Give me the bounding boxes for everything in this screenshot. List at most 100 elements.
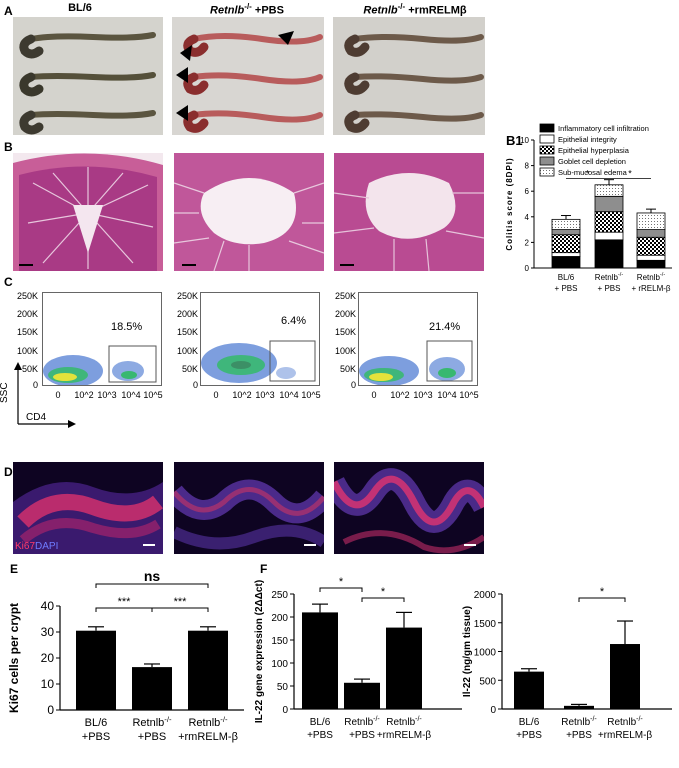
b1-legend-swatch	[539, 167, 555, 177]
b1-bar-segment	[594, 231, 624, 241]
b1-ytick-label: 6	[525, 187, 530, 196]
b1-legend-label: Goblet cell depletion	[558, 157, 626, 166]
svg-text:+PBS: +PBS	[138, 731, 166, 743]
chart-e-ytick-label: 30	[41, 625, 55, 639]
flow-xtick: 10^3	[97, 390, 116, 400]
b1-ytick-label: 4	[525, 213, 530, 222]
chart-f1-ytick-label: 200	[271, 613, 288, 624]
svg-text:+PBS: +PBS	[82, 731, 110, 743]
svg-text:200K: 200K	[335, 309, 356, 319]
panel-letter-b1: B1	[506, 133, 523, 148]
colon-photo-bl6	[13, 17, 163, 135]
chart-e-ylabel: Ki67 cells per crypt	[7, 603, 21, 713]
chart-f2-category-label: Retnlb-/- +PBS	[561, 716, 597, 741]
svg-text:100K: 100K	[335, 346, 356, 356]
flow-xtick: 10^2	[390, 390, 409, 400]
flow-percent-knockout-pbs: 6.4%	[281, 315, 307, 327]
flow-xtick: 0	[55, 390, 60, 400]
svg-text:200K: 200K	[177, 309, 198, 319]
panel-letter-b: B	[4, 140, 13, 154]
panel-letter-e: E	[10, 562, 19, 576]
svg-text:150K: 150K	[335, 327, 356, 337]
chart-f1-bar	[302, 612, 338, 709]
ki67-image-knockout-pbs	[174, 462, 324, 554]
ki67-image-knockout-rmrelm	[334, 462, 484, 554]
column-header-knockout-pbs: Retnlb-/- +PBS	[210, 2, 284, 17]
ssc-label: SSC	[0, 382, 10, 403]
chart-f2-bar	[514, 671, 544, 709]
chart-e-ytick-label: 0	[47, 703, 54, 717]
svg-text:Retnlb-/-: Retnlb-/-	[561, 716, 597, 728]
flow-ytick: 150K	[17, 327, 38, 337]
colon-specimen-image	[344, 34, 484, 133]
chart-e-significance-bracket	[95, 583, 209, 588]
flow-xtick: 10^5	[459, 390, 478, 400]
flow-xtick: 0	[371, 390, 376, 400]
flow-xtick: 10^3	[255, 390, 274, 400]
svg-text:50K: 50K	[182, 364, 198, 374]
b1-significance-label: *	[628, 168, 632, 178]
chart-e-bar	[188, 630, 228, 710]
chart-e-significance-label: ns	[144, 570, 161, 584]
arrow-right-icon	[68, 420, 76, 428]
flow-xtick: 10^4	[437, 390, 456, 400]
chart-f1-significance-label: *	[381, 586, 386, 598]
flow-plot-knockout-pbs: 6.4%	[200, 292, 320, 386]
flow-xtick: 10^4	[279, 390, 298, 400]
svg-text:BL/6: BL/6	[310, 717, 331, 728]
flow-yticks-2: 250K 200K 150K 100K 50K 0	[177, 291, 198, 390]
svg-text:Retnlb-/-: Retnlb-/-	[607, 716, 643, 728]
b1-legend-label: Epithelial hyperplasia	[558, 146, 630, 155]
b1-bar-segment	[551, 256, 581, 269]
stain-legend: Ki67DAPI	[15, 541, 59, 552]
flow-plot-group-left: 250K 200K 150K 100K 50K 0	[17, 291, 38, 390]
chart-f1-bar	[386, 627, 422, 709]
panel-letter-f: F	[260, 562, 268, 576]
chart-e-significance-label: ***	[118, 596, 132, 608]
svg-text:150K: 150K	[177, 327, 198, 337]
b1-legend-label: Inflammatory cell infiltration	[558, 124, 649, 133]
chart-f2-ytick-label: 500	[479, 676, 496, 687]
colon-photo-knockout-pbs	[172, 17, 324, 135]
chart-f1-category-label: Retnlb-/- +PBS	[344, 716, 380, 741]
flow-xtick: 10^5	[143, 390, 162, 400]
chart-f1-significance-label: *	[339, 576, 344, 588]
b1-legend-swatch	[539, 145, 555, 155]
b1-bar-segment	[636, 229, 666, 238]
flow-ytick: 100K	[17, 346, 38, 356]
chart-f2-ylabel: Il-22 (ng/gm tissue)	[462, 606, 473, 697]
flow-percent-knockout-rmrelm: 21.4%	[429, 321, 461, 333]
b1-legend-swatch	[539, 123, 555, 133]
flow-xtick: 10^4	[121, 390, 140, 400]
flow-yticks-3: 250K 200K 150K 100K 50K 0	[335, 291, 356, 390]
svg-text:Retnlb-/-: Retnlb-/-	[637, 272, 666, 282]
svg-text:+rmRELM-β: +rmRELM-β	[377, 730, 432, 741]
chart-e-significance-bracket	[95, 607, 153, 612]
svg-text:0: 0	[193, 380, 198, 390]
svg-text:Retnlb-/-: Retnlb-/-	[386, 716, 422, 728]
chart-f1-significance-bracket	[319, 587, 363, 592]
svg-text:+PBS: +PBS	[307, 730, 333, 741]
svg-text:+rmRELM-β: +rmRELM-β	[178, 731, 238, 743]
chart-e-bar	[132, 667, 172, 710]
chart-e-bar	[76, 630, 116, 710]
b1-bar-segment	[594, 184, 624, 197]
flow-percent-bl6: 18.5%	[111, 321, 143, 333]
svg-text:+rmRELM-β: +rmRELM-β	[598, 730, 653, 741]
column-header-knockout-rmrelm: Retnlb-/- +rmRELMβ	[363, 2, 467, 17]
panel-letter-c: C	[4, 275, 13, 289]
b1-ytick-label: 0	[525, 264, 530, 273]
b1-ytick-label: 10	[520, 136, 529, 145]
svg-text:+PBS: +PBS	[349, 730, 375, 741]
colon-photo-knockout-rmrelm	[333, 17, 485, 135]
svg-text:BL/6: BL/6	[85, 717, 108, 729]
panel-letter-a: A	[4, 4, 13, 18]
chart-f1-ytick-label: 250	[271, 590, 288, 601]
chart-f1-ylabel: IL-22 gene expression (2ΔΔct)	[254, 580, 265, 723]
b1-bar-segment	[594, 195, 624, 213]
b1-bar-segment	[636, 236, 666, 256]
b1-significance-label: *	[586, 168, 590, 178]
flow-xtick: 0	[213, 390, 218, 400]
